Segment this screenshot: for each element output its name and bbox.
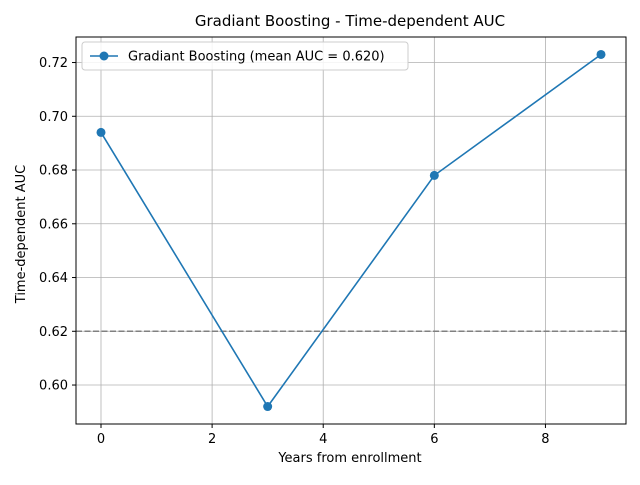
y-tick-label: 0.64: [39, 271, 68, 286]
series: [96, 49, 606, 412]
x-tick-label: 6: [430, 432, 438, 447]
data-point: [96, 127, 106, 137]
plot-frame: [75, 36, 627, 425]
y-tick-label: 0.68: [39, 164, 68, 179]
legend-box: [81, 41, 409, 71]
x-tick-label: 0: [97, 432, 105, 447]
x-axis-label: Years from enrollment: [277, 451, 421, 466]
y-axis-ticks: 0.60 0.62 0.64 0.66 0.68 0.70 0.72: [39, 56, 76, 394]
series-line: [100, 53, 602, 408]
data-point: [429, 170, 439, 180]
legend-label: Gradiant Boosting (mean AUC = 0.620): [128, 50, 385, 65]
data-point: [596, 49, 606, 59]
x-axis-ticks: 0 2 4 6 8: [97, 424, 550, 447]
y-tick-label: 0.72: [39, 56, 68, 71]
legend: Gradiant Boosting (mean AUC = 0.620): [81, 41, 409, 71]
legend-marker: [99, 51, 109, 61]
y-axis-label: Time-dependent AUC: [14, 165, 29, 304]
x-tick-label: 2: [208, 432, 216, 447]
y-tick-label: 0.70: [39, 110, 68, 125]
chart-title: Gradiant Boosting - Time-dependent AUC: [195, 12, 505, 30]
y-tick-label: 0.60: [39, 379, 68, 394]
x-tick-label: 8: [541, 432, 549, 447]
x-tick-label: 4: [319, 432, 327, 447]
y-tick-label: 0.62: [39, 325, 68, 340]
data-point: [263, 402, 273, 412]
y-tick-label: 0.66: [39, 217, 68, 232]
